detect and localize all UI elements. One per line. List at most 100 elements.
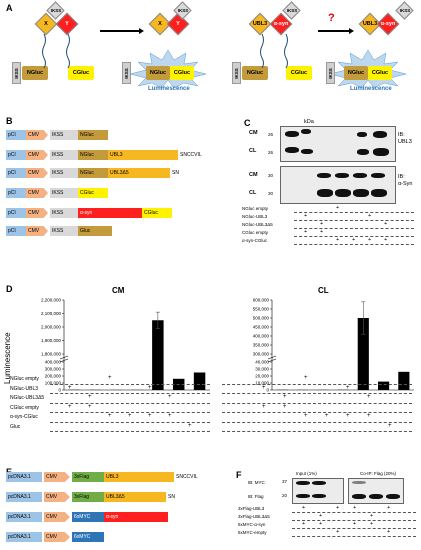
condition-label: Gluc bbox=[10, 423, 21, 430]
y-tick-label: 100,000 bbox=[45, 381, 62, 386]
y-label: Y bbox=[65, 21, 69, 27]
condition-divider bbox=[294, 236, 414, 237]
y-tick-label: 2,000,000 bbox=[41, 325, 62, 330]
condition-mark: + bbox=[304, 229, 308, 235]
luminescence-label-r: Luminescence bbox=[350, 86, 392, 92]
condition-mark: + bbox=[367, 413, 371, 419]
panel-b-letter: B bbox=[6, 116, 13, 126]
condition-mark: + bbox=[346, 384, 350, 391]
y-tick-label: 1,800,000 bbox=[41, 352, 62, 357]
gluc-segment: Gluc bbox=[78, 226, 112, 236]
ubl3-label: UBL3 bbox=[252, 21, 268, 27]
condition-mark: + bbox=[336, 205, 340, 211]
kda-label: kDa bbox=[304, 119, 314, 125]
axis-break-mark bbox=[59, 358, 69, 363]
mw-30-b: 30 bbox=[268, 191, 274, 196]
condition-label: NGluc-UBL3 bbox=[10, 385, 39, 392]
ngluc-segment: NGluc bbox=[78, 150, 108, 160]
panel-a-letter: A bbox=[6, 3, 13, 13]
y-label-bound: Y bbox=[176, 21, 180, 27]
cmv-promoter: CMV bbox=[44, 532, 70, 542]
condition-mark: + bbox=[384, 237, 388, 243]
ikss-segment: IKSS bbox=[50, 150, 78, 160]
y-tick-label: 0 bbox=[58, 388, 61, 393]
condition-mark: + bbox=[283, 394, 287, 400]
condition-mark: + bbox=[320, 229, 324, 235]
condition-label: 3xFlag-UBL3Δ5 bbox=[238, 514, 270, 519]
condition-divider bbox=[294, 244, 414, 245]
condition-label: 3xFlag-UBL3 bbox=[238, 506, 265, 511]
arrow-line-r bbox=[318, 30, 350, 32]
cmv-promoter: CMV bbox=[26, 188, 48, 198]
c-terminal-tail: SN bbox=[168, 494, 175, 500]
condition-label: 6xMYC-α-syn bbox=[238, 522, 266, 527]
ikss-segment: IKSS bbox=[50, 168, 78, 178]
condition-mark: + bbox=[368, 213, 372, 219]
mw-26-a: 26 bbox=[268, 132, 274, 137]
y-tick-label: 1,900,000 bbox=[41, 338, 62, 343]
condition-mark: + bbox=[368, 237, 372, 243]
condition-mark: + bbox=[262, 384, 266, 391]
condition-divider bbox=[50, 421, 210, 423]
blot-input bbox=[292, 478, 344, 504]
asyn-label: α-syn bbox=[273, 21, 289, 27]
bar bbox=[398, 371, 410, 390]
panel-f: Input (1%) Co-IP: Flag (20%) IB: MYC IB:… bbox=[236, 470, 421, 550]
condition-divider bbox=[292, 528, 416, 529]
x-label: X bbox=[44, 21, 48, 27]
y-tick-label: 200,000 bbox=[45, 374, 62, 379]
y-tick-label: 450,000 bbox=[253, 325, 270, 330]
condition-mark: + bbox=[68, 403, 72, 410]
condition-label: α-syn-CGluc bbox=[10, 414, 38, 420]
cm-label-top: CM bbox=[249, 130, 258, 136]
condition-divider bbox=[294, 212, 414, 213]
condition-mark: + bbox=[108, 375, 112, 381]
condition-mark: + bbox=[336, 529, 340, 535]
condition-mark: + bbox=[387, 505, 391, 511]
cl-title: CL bbox=[318, 286, 329, 295]
condition-label: CGluc empty bbox=[242, 230, 269, 235]
y-tick-label: 500,000 bbox=[253, 316, 270, 321]
pci-segment: pCI bbox=[6, 150, 26, 160]
ib-asyn-label: α-Syn bbox=[398, 181, 413, 187]
condition-divider bbox=[222, 412, 412, 413]
cgluc-box: CGluc bbox=[68, 66, 94, 80]
mw-37: 37 bbox=[282, 479, 288, 484]
cl-label-top: CL bbox=[249, 148, 257, 154]
condition-mark: + bbox=[302, 505, 306, 511]
y-tick-label: 40,000 bbox=[255, 360, 269, 365]
asyn-segment: α-syn bbox=[104, 512, 168, 522]
ngluc-box-r: NGluc bbox=[242, 66, 268, 80]
condition-mark: + bbox=[168, 394, 172, 400]
cmv-promoter: CMV bbox=[26, 168, 48, 178]
ikss-label-r-bound: IKSS bbox=[399, 8, 411, 13]
condition-divider bbox=[50, 402, 210, 404]
flag-tag: 3xFlag bbox=[72, 472, 104, 482]
linker-squiggles-r bbox=[260, 34, 288, 68]
blot-ubl3 bbox=[280, 126, 396, 162]
cl-label-bottom: CL bbox=[249, 190, 257, 196]
ubl3-segment: UBL3 bbox=[108, 150, 178, 160]
mw-20: 20 bbox=[282, 493, 288, 498]
ib-label-2: IB: bbox=[398, 174, 405, 180]
cm-chart: 0 100,000 200,000 300,000 400,000 1,800,000 1,… bbox=[41, 298, 210, 393]
ikss-segment: IKSS bbox=[50, 130, 78, 140]
condition-label: α-syn-CGluc bbox=[242, 238, 268, 243]
ib-label-1: IB: bbox=[398, 132, 405, 138]
condition-mark: + bbox=[262, 403, 266, 410]
condition-mark: + bbox=[320, 221, 324, 227]
y-tick-label: 400,000 bbox=[253, 334, 270, 339]
condition-divider bbox=[294, 228, 414, 229]
pci-segment: pCI bbox=[6, 130, 26, 140]
condition-mark: + bbox=[108, 413, 112, 419]
condition-mark: + bbox=[387, 529, 391, 535]
luminescence-label: Luminescence bbox=[148, 86, 190, 92]
ikss-segment: IKSS bbox=[50, 226, 78, 236]
ikss-segment: IKSS bbox=[50, 188, 78, 198]
condition-mark: + bbox=[384, 221, 388, 227]
ngluc-segment: NGluc bbox=[78, 130, 108, 140]
cmv-promoter: CMV bbox=[44, 512, 70, 522]
y-tick-label: 300,000 bbox=[253, 352, 270, 357]
condition-divider bbox=[222, 402, 412, 404]
cl-chart: 0 10,000 20,000 30,000 40,000 300,000 350,000 4… bbox=[253, 298, 414, 393]
